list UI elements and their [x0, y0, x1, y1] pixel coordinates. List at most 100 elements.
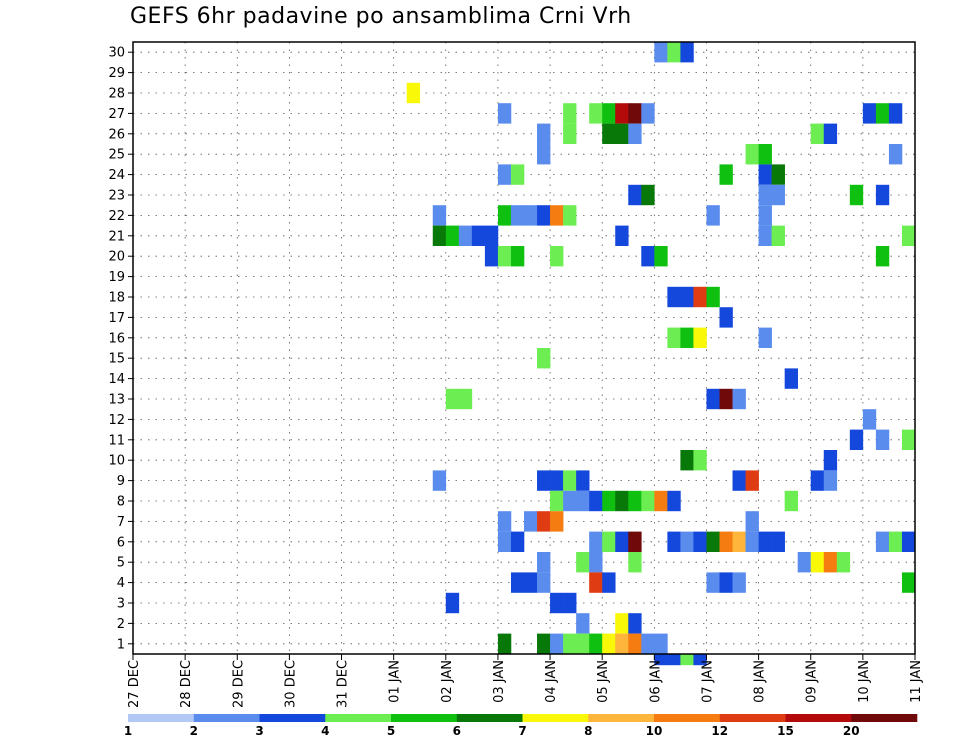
x-tick-label: 03 JAN [492, 660, 507, 703]
heatmap-cell [771, 164, 785, 185]
heatmap-cell [719, 307, 733, 328]
heatmap-cell [680, 450, 694, 471]
heatmap-cell [537, 470, 551, 491]
heatmap-cell [680, 654, 694, 666]
colorbar-segment [128, 714, 195, 722]
y-tick-label: 26 [108, 127, 125, 142]
heatmap-cell [602, 633, 616, 654]
heatmap-cell [628, 531, 642, 552]
heatmap-cell [589, 103, 603, 124]
x-tick-label: 11 JAN [909, 660, 924, 703]
heatmap-cell [563, 470, 577, 491]
heatmap-cell [550, 592, 564, 614]
heatmap-cell [784, 490, 798, 512]
heatmap-cell [484, 246, 499, 267]
y-axis: 1234567891011121314151617181920212223242… [108, 46, 133, 652]
x-tick-label: 09 JAN [805, 660, 820, 703]
x-tick-label: 10 JAN [857, 660, 872, 703]
y-tick-label: 22 [108, 209, 125, 224]
x-tick-label: 05 JAN [596, 660, 611, 703]
heatmap-cell [875, 531, 890, 552]
y-tick-label: 7 [117, 515, 125, 530]
heatmap-cell [706, 531, 720, 552]
heatmap-cell [615, 225, 629, 246]
colorbar-label: 2 [190, 724, 198, 738]
heatmap-cell [667, 327, 681, 348]
y-tick-label: 11 [108, 433, 125, 448]
y-tick-label: 6 [117, 535, 125, 550]
heatmap-cell [406, 82, 421, 104]
y-tick-label: 23 [108, 189, 125, 204]
heatmap-cell [888, 144, 903, 165]
heatmap-cell [576, 552, 590, 573]
heatmap-cell [563, 205, 577, 226]
heatmap-cell [667, 531, 681, 552]
heatmap-cell [732, 531, 746, 552]
y-tick-label: 12 [108, 413, 125, 428]
heatmap-cell [589, 552, 603, 573]
y-tick-label: 9 [117, 474, 125, 489]
y-tick-label: 27 [108, 107, 125, 122]
heatmap-cell [471, 225, 486, 246]
heatmap-cell [680, 286, 694, 308]
heatmap-cell [484, 225, 499, 246]
heatmap-cell [693, 450, 707, 471]
heatmap-cell [810, 470, 825, 491]
heatmap-cell [693, 531, 707, 552]
heatmap-cell [654, 490, 668, 512]
heatmap-cell [823, 552, 838, 573]
colorbar-segment [654, 714, 721, 722]
heatmap-cell [497, 164, 512, 185]
y-tick-label: 4 [117, 576, 125, 591]
heatmap-cell [615, 633, 629, 654]
colorbar-segment [259, 714, 326, 722]
y-tick-label: 20 [108, 250, 125, 265]
heatmap-cell [888, 531, 903, 552]
heatmap-cell [510, 531, 525, 552]
heatmap-cell [693, 286, 707, 308]
colorbar: 1 2 3 4 5 6 7 8 10 12 15 20 [124, 714, 918, 738]
heatmap-cell [432, 225, 447, 246]
colorbar-segment [391, 714, 458, 722]
heatmap-cell [615, 123, 629, 144]
colorbar-label: 10 [646, 724, 663, 738]
heatmap-cell [654, 246, 668, 267]
heatmap-cell [641, 103, 655, 124]
colorbar-segment [719, 714, 786, 722]
heatmap-cell [537, 572, 551, 593]
x-tick-label: 27 DEC [127, 660, 142, 708]
heatmap-cell [641, 184, 655, 206]
x-tick-label: 04 JAN [544, 660, 559, 703]
heatmap-cell [732, 572, 746, 593]
y-tick-label: 2 [117, 617, 125, 632]
y-tick-label: 13 [108, 393, 125, 408]
heatmap-cell [524, 511, 538, 532]
heatmap-cell [745, 470, 759, 491]
y-tick-label: 19 [108, 270, 125, 285]
heatmap-cell [784, 368, 798, 389]
heatmap-cell [615, 531, 629, 552]
heatmap-cell [497, 531, 512, 552]
heatmap-cell [497, 633, 512, 654]
heatmap-cell [719, 531, 733, 552]
colorbar-segment [588, 714, 655, 722]
y-tick-label: 18 [108, 291, 125, 306]
heatmap-cell [510, 246, 525, 267]
heatmap-cell [901, 429, 916, 450]
heatmap-cell [550, 246, 564, 267]
heatmap-cell [432, 205, 447, 226]
colorbar-label: 7 [518, 724, 526, 738]
colorbar-segment [456, 714, 523, 722]
heatmap-cell [667, 654, 681, 666]
heatmap-cell [589, 531, 603, 552]
heatmap-cell [615, 103, 629, 124]
heatmap-cell [445, 592, 460, 614]
colorbar-label: 15 [777, 724, 794, 738]
heatmap-cell [563, 103, 577, 124]
colorbar-label: 1 [124, 724, 132, 738]
heatmap-cell [563, 490, 577, 512]
heatmap-cell [628, 103, 642, 124]
heatmap-cell [758, 531, 772, 552]
heatmap-cell [497, 205, 512, 226]
heatmap-cell [862, 103, 877, 124]
